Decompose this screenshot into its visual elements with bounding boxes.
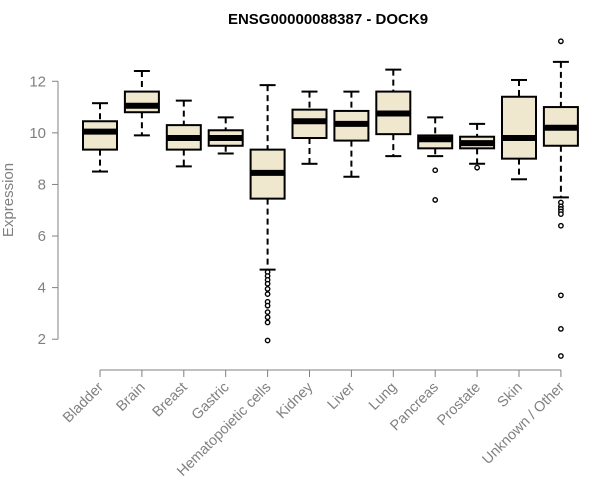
outlier-point xyxy=(558,211,564,218)
outlier-point xyxy=(558,38,564,45)
outlier-point xyxy=(264,314,271,321)
y-tick-label: 2 xyxy=(38,331,46,348)
box-iqr xyxy=(123,90,160,114)
box-group xyxy=(165,99,202,168)
box-group xyxy=(249,84,286,344)
box-group xyxy=(82,102,118,173)
box-group xyxy=(459,122,496,171)
chart-title: ENSG00000088387 - DOCK9 xyxy=(228,11,428,28)
x-category-label: Breast xyxy=(150,380,191,421)
x-category-label: Prostate xyxy=(434,380,483,429)
x-category-label: Bladder xyxy=(60,379,107,426)
x-category-label: Liver xyxy=(325,379,359,413)
outlier-point xyxy=(264,319,271,326)
box-iqr xyxy=(501,95,537,160)
y-tick-label: 8 xyxy=(38,176,46,193)
outlier-point xyxy=(474,164,480,171)
outlier-point xyxy=(558,353,564,359)
outlier-point xyxy=(558,222,564,229)
box-group xyxy=(375,68,412,158)
y-axis-title: Expression xyxy=(0,163,17,237)
box-group xyxy=(333,90,370,178)
outlier-point xyxy=(264,280,271,287)
box-iqr xyxy=(82,120,118,151)
x-category-label: Skin xyxy=(495,380,526,411)
x-category-label: Lung xyxy=(366,380,400,414)
outlier-point xyxy=(432,167,439,174)
outlier-point xyxy=(558,292,564,299)
x-category-label: Kidney xyxy=(274,379,317,422)
y-tick-label: 6 xyxy=(38,228,46,245)
box-group xyxy=(291,90,328,165)
outlier-point xyxy=(264,302,271,309)
y-tick-label: 4 xyxy=(38,280,46,297)
outlier-point xyxy=(264,337,271,344)
y-axis: 2 4 6 8 10 12 xyxy=(29,73,59,348)
outlier-point xyxy=(264,286,271,292)
outlier-point xyxy=(264,291,271,297)
outlier-point xyxy=(432,197,439,203)
box-group xyxy=(123,69,160,137)
box-group xyxy=(207,116,244,155)
boxes xyxy=(82,38,579,359)
x-category-label: Brain xyxy=(113,380,148,415)
outlier-point xyxy=(264,309,271,316)
box-group xyxy=(501,78,537,181)
box-group xyxy=(542,38,579,359)
y-tick-label: 10 xyxy=(29,125,46,142)
box-group xyxy=(417,116,454,203)
y-tick-label: 12 xyxy=(29,73,46,90)
outlier-point xyxy=(558,325,564,332)
